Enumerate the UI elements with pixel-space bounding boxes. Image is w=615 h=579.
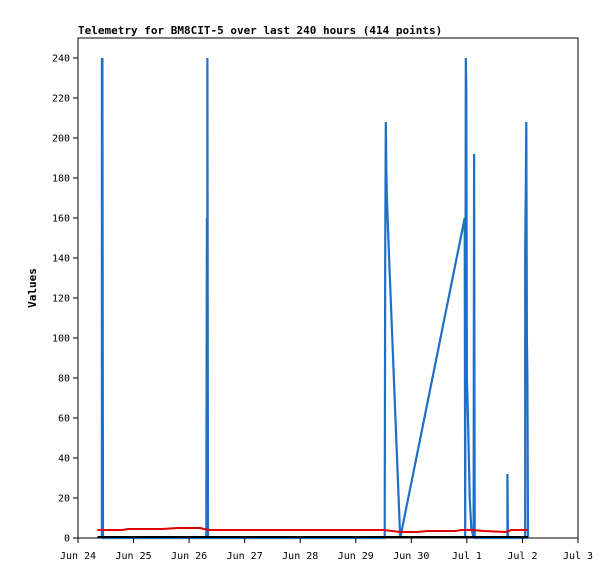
y-axis-label: Values xyxy=(26,268,39,308)
y-tick-label: 40 xyxy=(58,454,70,465)
x-tick-label: Jun 28 xyxy=(282,551,318,562)
x-tick-label: Jul 1 xyxy=(452,551,482,562)
y-tick-label: 220 xyxy=(52,94,70,105)
y-tick-label: 200 xyxy=(52,134,70,145)
series-line-2 xyxy=(97,527,528,534)
y-tick-label: 100 xyxy=(52,334,70,345)
x-tick-label: Jun 29 xyxy=(338,551,374,562)
y-tick-label: 160 xyxy=(52,214,70,225)
y-tick-label: 20 xyxy=(58,494,70,505)
y-tick-label: 0 xyxy=(64,534,70,545)
x-tick-label: Jun 27 xyxy=(227,551,263,562)
chart-title: Telemetry for BM8CIT-5 over last 240 hou… xyxy=(78,24,442,37)
x-tick-label: Jul 2 xyxy=(507,551,537,562)
y-axis: 0 20 40 60 80 100 120 140 160 180 200 220 240 xyxy=(52,54,78,545)
y-tick-label: 80 xyxy=(58,374,70,385)
y-tick-label: 180 xyxy=(52,174,70,185)
x-tick-label: Jun 26 xyxy=(171,551,207,562)
x-tick-label: Jun 24 xyxy=(60,551,96,562)
x-axis: Jun 24 Jun 25 Jun 26 Jun 27 Jun 28 Jun 29 Jun … xyxy=(60,538,593,562)
plot-area xyxy=(77,37,579,539)
y-tick-label: 240 xyxy=(52,54,70,65)
x-tick-label: Jul 3 xyxy=(563,551,593,562)
y-tick-label: 120 xyxy=(52,294,70,305)
y-tick-label: 140 xyxy=(52,254,70,265)
x-tick-label: Jun 25 xyxy=(115,551,151,562)
y-tick-label: 60 xyxy=(58,414,70,425)
x-tick-label: Jun 30 xyxy=(393,551,429,562)
